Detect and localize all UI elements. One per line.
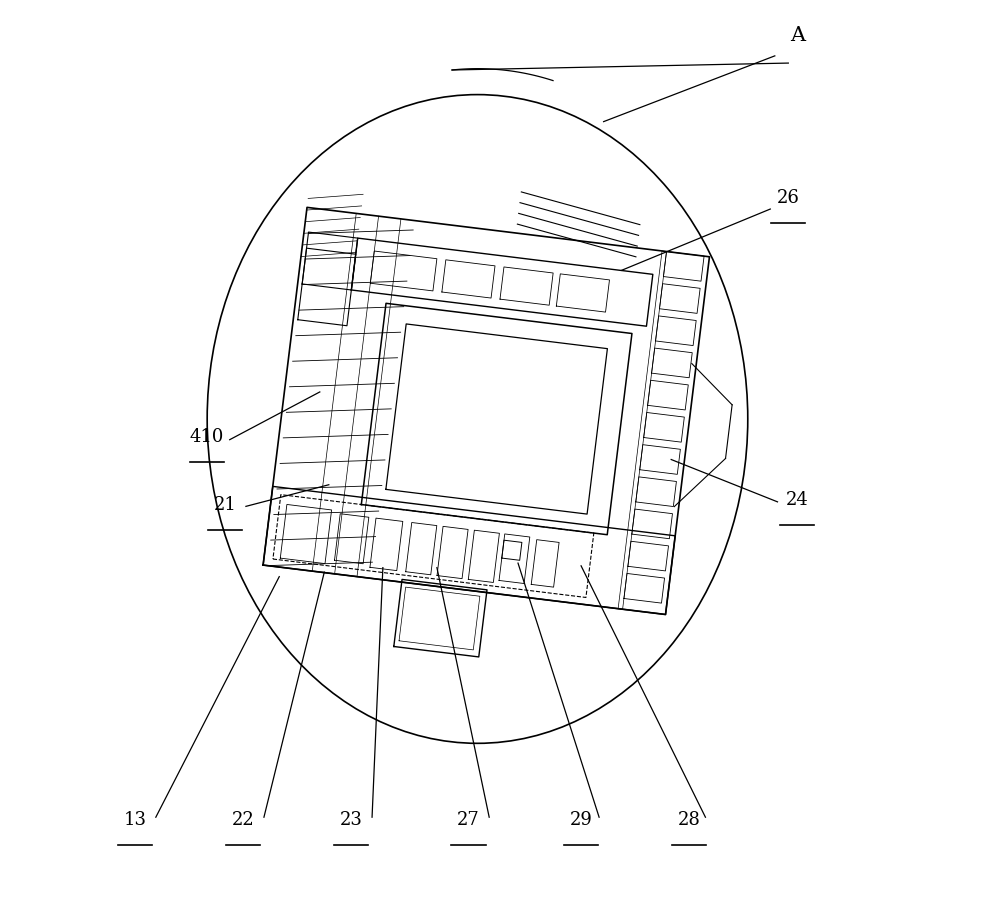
Text: 26: 26 — [777, 189, 800, 207]
Text: 410: 410 — [190, 428, 224, 446]
Text: 24: 24 — [786, 491, 809, 509]
Text: 13: 13 — [124, 811, 147, 829]
Text: 22: 22 — [232, 811, 255, 829]
Ellipse shape — [207, 95, 748, 743]
Text: 27: 27 — [457, 811, 480, 829]
Text: A: A — [790, 26, 805, 45]
Text: 23: 23 — [340, 811, 363, 829]
Text: 29: 29 — [570, 811, 593, 829]
Text: 28: 28 — [678, 811, 701, 829]
Text: 21: 21 — [214, 496, 237, 514]
